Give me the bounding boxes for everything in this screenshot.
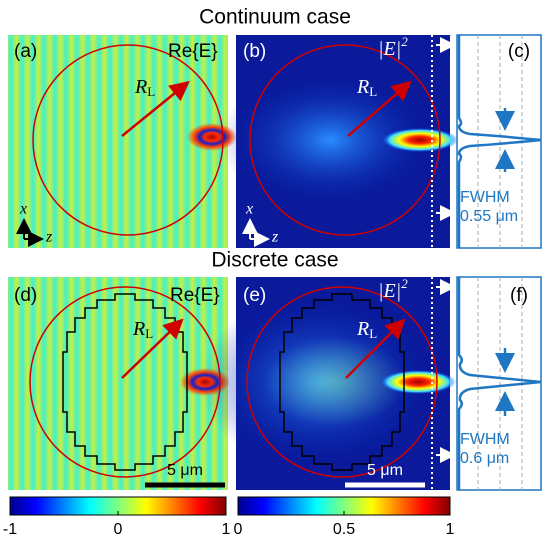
- quantity: Re{E}: [168, 41, 218, 62]
- colorbar-tick-label: 1: [222, 521, 231, 538]
- radius-label: RL: [134, 76, 155, 99]
- radius: R: [356, 318, 369, 340]
- lens-circle: [246, 286, 438, 478]
- panel-a: (a) Re{E} RL x z: [8, 35, 237, 248]
- panel-c: (c) FWHM 0.55 μm: [456, 34, 542, 249]
- quantity: |E|2: [378, 34, 408, 60]
- quantity: |E|2: [378, 276, 408, 302]
- radius-arrow: [345, 318, 406, 379]
- panel-label: (a): [14, 41, 37, 62]
- radius-arrow: [121, 80, 190, 137]
- colorbar-tick-label: 0.5: [333, 521, 355, 538]
- panel-e: 5 μm (e) |E|2 RL: [200, 276, 456, 490]
- axis-label: x: [245, 201, 253, 218]
- axis-label: z: [45, 229, 53, 246]
- colorbar-tick-label: 1: [446, 521, 455, 538]
- panel-label: (d): [14, 285, 37, 306]
- panel-label: (b): [243, 41, 266, 62]
- panel-label: (c): [508, 41, 530, 62]
- quantity-sup: 2: [401, 34, 408, 49]
- quantity-sup: 2: [401, 276, 408, 291]
- radius-label: RL: [356, 76, 377, 99]
- colorbar-ticks: -1 0 1 0 0.5 1: [3, 511, 455, 538]
- radius-label: RL: [132, 318, 153, 341]
- profile-curve: [457, 277, 542, 490]
- radius: R: [356, 76, 369, 98]
- colorbar-tick-label: 0: [234, 521, 243, 538]
- panel-d: 5 μm (d) Re{E} RL: [8, 277, 230, 490]
- fwhm-label: FWHM: [460, 189, 510, 206]
- panel-b: (b) |E|2 RL x z: [220, 34, 458, 248]
- focus: [380, 370, 456, 394]
- axis-label: x: [19, 201, 27, 218]
- radius-sub: L: [147, 84, 155, 99]
- fwhm-value: 0.55 μm: [460, 208, 518, 225]
- lens-circle: [249, 44, 441, 236]
- title: Discrete case: [211, 249, 338, 272]
- scale-label: 5 μm: [167, 462, 203, 479]
- focus: [382, 128, 458, 152]
- radius: R: [132, 318, 145, 340]
- profile-curve: [457, 35, 542, 248]
- quantity-base: |E|: [378, 280, 401, 302]
- axis-label: z: [271, 229, 279, 246]
- quantity: Re{E}: [170, 285, 220, 306]
- panel-f: (f) FWHM 0.6 μm: [456, 276, 542, 491]
- radius-sub: L: [369, 326, 377, 341]
- glow: [265, 337, 405, 427]
- title: Continuum case: [199, 6, 351, 29]
- radius-arrow: [347, 80, 412, 137]
- fwhm-label: FWHM: [460, 431, 510, 448]
- colorbar-tick-label: 0: [114, 521, 123, 538]
- quantity-base: |E|: [378, 38, 401, 60]
- radius-arrow: [121, 318, 184, 379]
- panel-label: (e): [243, 285, 266, 306]
- radius-sub: L: [145, 326, 153, 341]
- radius-sub: L: [369, 84, 377, 99]
- fwhm-value: 0.6 μm: [460, 450, 509, 467]
- panel-label: (f): [510, 285, 528, 306]
- radius-label: RL: [356, 318, 377, 341]
- scale-label: 5 μm: [367, 462, 403, 479]
- colorbar-tick-label: -1: [3, 521, 17, 538]
- radius: R: [134, 76, 147, 98]
